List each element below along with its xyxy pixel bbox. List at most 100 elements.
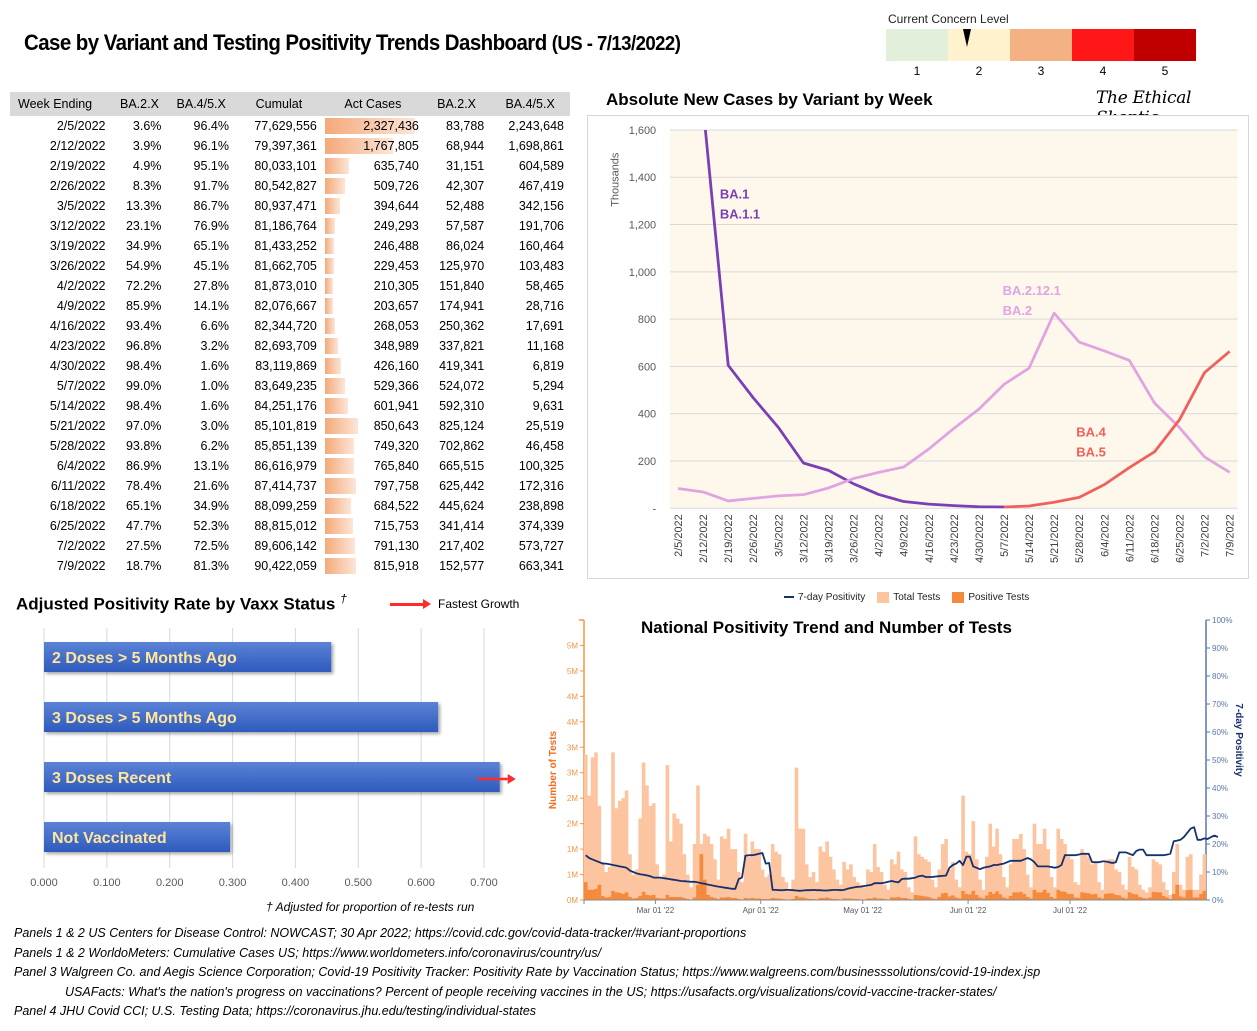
table-row: 5/28/2022 93.8% 6.2% 85,851,139 749,320 702,8… [10,436,570,456]
positive-tests-bar [1107,893,1112,900]
table-cell: 86.7% [193,199,229,213]
total-tests-bar [991,846,996,900]
positive-tests-bar [869,898,874,900]
positive-tests-bar [611,890,615,900]
concern-level-indicator: Current Concern Level 1 2 3 4 5 [886,12,1196,78]
table-cell: 238,898 [518,499,564,513]
left-tick-label: 5M [567,667,578,676]
table-cell: 797,758 [323,476,423,496]
positive-tests-bar [719,897,724,900]
table-cell: 3.2% [200,339,230,353]
positive-tests-bar [944,892,948,900]
total-tests-bar [947,869,952,900]
arrow-head-icon [507,774,516,784]
total-tests-bar [584,754,588,900]
total-tests-bar [1087,856,1091,900]
table-cell: 96.1% [193,139,229,153]
column-header: Cumulat [235,92,323,116]
total-tests-bar [733,849,738,900]
week-ending-cell: 3/26/2022 [49,259,106,273]
act-cases-value: 684,522 [373,499,419,513]
total-tests-bar [787,889,792,900]
table-row: 5/7/2022 99.0% 1.0% 83,649,235 529,366 524,07… [10,376,570,396]
total-tests-bar [957,887,962,900]
y-tick-label: 200 [638,456,656,468]
left-tick-label: 2M [567,820,578,829]
table-cell: 6,819 [532,359,564,373]
positive-tests-bar [1195,897,1200,900]
table-cell: 57,587 [446,219,485,233]
positive-tests-bar [1202,890,1207,900]
positive-tests-bar [1008,895,1013,900]
column-header: Week Ending [10,92,112,116]
positive-tests-bar [940,893,945,900]
table-cell: 250,362 [439,319,485,333]
total-tests-bar [828,856,833,900]
week-ending-cell: 7/9/2022 [56,559,106,573]
positive-tests-bar [1151,891,1156,900]
total-tests-bar [1138,884,1142,900]
act-cases-value: 509,726 [373,179,419,193]
total-tests-bar [1083,854,1088,900]
positive-tests-bar [906,898,911,900]
total-tests-bar [1066,856,1071,900]
table-cell: 6.6% [200,319,230,333]
act-cases-value: 715,753 [373,519,419,533]
table-cell: 815,918 [323,556,423,576]
data-bar [324,518,353,534]
table-cell: 81,433,252 [254,239,317,253]
table-cell: 25,519 [525,419,564,433]
positive-tests-bar [1172,893,1176,900]
y-tick-label: 800 [638,314,656,326]
act-cases-value: 229,453 [373,259,419,273]
table-cell: 524,072 [439,379,485,393]
table-cell: 81.3% [193,559,229,573]
week-ending-cell: 2/19/2022 [49,159,106,173]
total-tests-bar [668,841,673,900]
total-tests-bar [1076,884,1081,900]
total-tests-bar [940,844,945,900]
positive-tests-bar [991,893,996,900]
total-tests-bar [825,841,829,900]
act-cases-value: 203,657 [373,299,419,313]
total-tests-bar [597,805,602,900]
table-cell: 850,643 [323,416,423,436]
table-cell: 95.1% [193,159,229,173]
week-ending-cell: 4/2/2022 [56,279,106,293]
table-cell: 65.1% [125,499,162,513]
data-bar [324,378,346,394]
total-tests-bar [1073,882,1078,900]
positivity-chart-title: Adjusted Positivity Rate by Vaxx Status … [16,592,347,615]
positive-tests-bar [747,898,751,900]
x-tick-label: 3/12/2022 [798,514,810,563]
y-axis-label: Thousands [609,152,621,207]
table-cell: 604,589 [518,159,564,173]
table-cell: 96.8% [125,339,162,353]
positive-tests-bar [1012,892,1016,900]
left-tick-label: 3M [567,743,578,752]
line-swatch-icon [784,596,794,599]
positive-tests-bar [981,898,986,900]
table-cell: 77,629,556 [254,119,317,133]
table-cell: 715,753 [323,516,423,536]
positive-tests-bar [672,896,676,900]
act-cases-value: 394,644 [373,199,419,213]
table-cell: 45.1% [193,259,229,273]
y-tick-label: 400 [638,409,656,421]
positive-tests-bar [713,897,717,900]
column-header: BA.2.X [111,92,168,116]
fastest-growth-label: Fastest Growth [438,597,520,611]
table-cell: 601,941 [323,396,423,416]
table-cell: 3.9% [132,139,162,153]
table-row: 4/16/2022 93.4% 6.6% 82,344,720 268,053 250,3… [10,316,570,336]
total-tests-bar [624,790,629,900]
table-cell: 78.4% [125,479,162,493]
table-cell: 27.8% [193,279,229,293]
total-tests-bar [1155,861,1159,900]
total-tests-bar [1049,877,1054,900]
table-cell: 88,099,259 [254,499,317,513]
total-tests-bar [801,828,806,900]
total-tests-bar [1141,889,1146,900]
positive-tests-bar [1148,897,1152,900]
table-cell: 394,644 [323,196,423,216]
